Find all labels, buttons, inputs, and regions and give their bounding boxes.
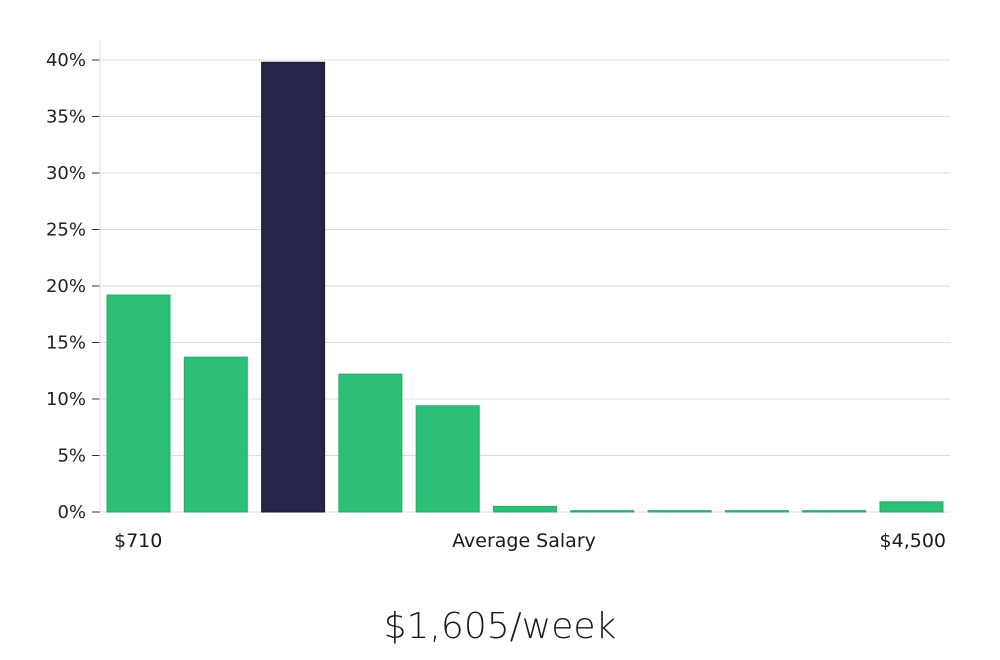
bar (106, 294, 171, 513)
y-tick-label: 20% (46, 276, 86, 297)
x-end-label: $4,500 (880, 530, 946, 552)
bar-highlighted (261, 61, 326, 513)
y-tick-label: 35% (46, 107, 86, 128)
bar (570, 510, 635, 513)
average-salary-value: $1,605/week (383, 606, 617, 647)
y-tick-label: 25% (46, 220, 86, 241)
y-axis-tick-labels: 0% 5% 10% 15% 20% 25% 30% 35% 40% (46, 50, 100, 523)
y-tick-label: 10% (46, 389, 86, 410)
x-axis-title: Average Salary (452, 530, 596, 552)
bar (493, 505, 557, 513)
bar (415, 405, 480, 513)
y-tick-label: 5% (57, 446, 86, 467)
y-tick-label: 15% (46, 333, 86, 354)
x-start-label: $710 (114, 530, 162, 552)
bar (724, 510, 789, 513)
bar (183, 356, 248, 513)
bar (879, 501, 944, 513)
salary-histogram-chart: 0% 5% 10% 15% 20% 25% 30% 35% 40% $710 Average S… (46, 40, 950, 552)
y-tick-label: 30% (46, 163, 86, 184)
y-tick-label: 40% (46, 50, 86, 71)
y-tick-label: 0% (57, 502, 86, 523)
bar (802, 510, 867, 513)
bar (647, 510, 712, 513)
bar (338, 373, 403, 513)
bars (106, 61, 944, 513)
